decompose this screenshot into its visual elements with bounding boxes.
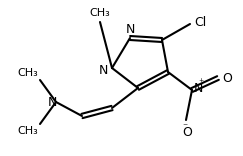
Text: N: N: [99, 64, 108, 78]
Text: Cl: Cl: [194, 15, 206, 29]
Text: O: O: [182, 126, 192, 139]
Text: CH₃: CH₃: [17, 126, 38, 136]
Text: ⁺: ⁺: [198, 78, 204, 88]
Text: CH₃: CH₃: [17, 68, 38, 78]
Text: ⁻: ⁻: [182, 122, 188, 132]
Text: O: O: [222, 71, 232, 85]
Text: CH₃: CH₃: [90, 8, 110, 18]
Text: N: N: [125, 23, 135, 36]
Text: N: N: [48, 97, 57, 110]
Text: N: N: [194, 83, 203, 95]
